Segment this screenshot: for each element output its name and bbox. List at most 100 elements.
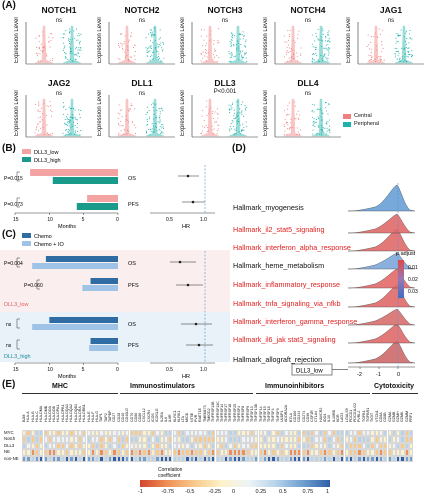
violin-point [130,35,132,37]
violin-point [212,58,214,60]
hr-point [186,174,190,178]
violin-point [210,30,212,32]
violin-point [206,130,208,133]
violin-point [80,33,82,35]
violin-point [78,49,80,51]
violin-point [63,105,65,107]
pathway-label-1: Hallmark_il2_stat5_signaling [233,225,325,234]
violin-point [150,128,152,131]
violin-point [236,120,238,122]
violin-point [367,34,369,36]
violin-point [118,45,120,47]
violin-point [403,48,405,50]
violin-point [152,52,154,54]
row-label: PFS [128,283,139,289]
violin-point [409,29,411,31]
heatmap-cell [374,436,379,443]
violin-point [230,56,232,58]
violin-point [50,109,52,111]
heatmap-cell [219,436,225,443]
violin-point [151,54,153,56]
legend-swatch-dll3-high [22,157,31,162]
violin-point [244,54,246,56]
heatmap-cell [77,442,83,450]
colorbar-tick-label: 0.25 [255,489,267,495]
heatmap-cell [331,455,336,462]
violin-significance: ns [304,18,312,24]
violin-point [67,117,69,119]
violin-point [124,56,126,58]
violin-point [229,108,231,110]
violin-point [71,60,73,62]
heatmap-cell [159,455,164,462]
heatmap-cell [146,455,151,462]
heatmap-cell [181,442,186,450]
violin-point [36,46,38,49]
violin-point [50,33,52,35]
heatmap-cell [103,455,108,462]
violin-point [231,102,233,104]
violin-point [230,43,232,45]
heatmap-cell [335,442,341,450]
violin-central [366,25,386,64]
violin-point [74,59,76,61]
violin-point [157,50,159,52]
pathway-label-5: Hallmark_tnfa_signaling_via_nfkb [233,299,340,308]
heatmap-cell [271,449,276,456]
legend-swatch-peripheral [343,121,351,127]
row-label-pfs: PFS [128,202,139,208]
violin-point [240,104,242,106]
violin-point [317,59,319,61]
violin-point [327,54,329,56]
heatmap-cell [310,442,315,450]
violin-point [234,35,236,37]
heatmap-cell [404,455,409,462]
violin-point [284,110,286,112]
ridge-7 [347,323,416,344]
heatmap-cell [357,449,362,456]
heatmap-cell [43,430,48,437]
heatmap-cell [82,449,87,456]
violin-point [294,105,296,107]
violin-point [162,109,164,112]
violin-point [150,45,152,47]
violin-point [243,129,245,131]
violin-point [134,132,137,134]
violin-point [237,41,239,43]
violin-point [294,41,296,43]
heatmap-cell [146,449,151,456]
heatmap-cell [245,449,250,456]
gene-label: TAP1 [99,413,104,422]
heatmap-cell [185,449,190,456]
heatmap-cell [383,455,388,462]
violin-point [325,44,327,46]
violin-point [162,124,164,126]
heatmap-cell [396,455,401,462]
violin-point [318,126,320,128]
heatmap-cell [271,455,276,462]
violin-point [70,133,72,135]
violin-point [316,35,318,38]
violin-point [63,46,65,48]
violin-point [322,30,324,32]
violin-point [328,50,330,52]
violin-point [75,54,77,56]
bar-dll3-high-pfs [76,203,118,210]
violin-point [312,133,314,135]
heatmap-cell [39,442,44,450]
violin-point [290,118,292,120]
violin-point [38,117,40,119]
violin-point [238,131,240,133]
heatmap-cell [267,430,272,437]
violin-point [50,115,53,117]
violin-point [159,110,161,112]
heatmap-cell [318,455,323,462]
violin-point [230,53,232,55]
group-header-cytotoxicity: Cytotoxicity [374,383,415,390]
heatmap-cell [65,455,70,462]
heatmap-cell [172,430,177,437]
violin-point [397,50,399,52]
heatmap-cell [323,442,328,450]
heatmap-cell [43,442,48,450]
x-tick-label: 0 [116,367,119,373]
